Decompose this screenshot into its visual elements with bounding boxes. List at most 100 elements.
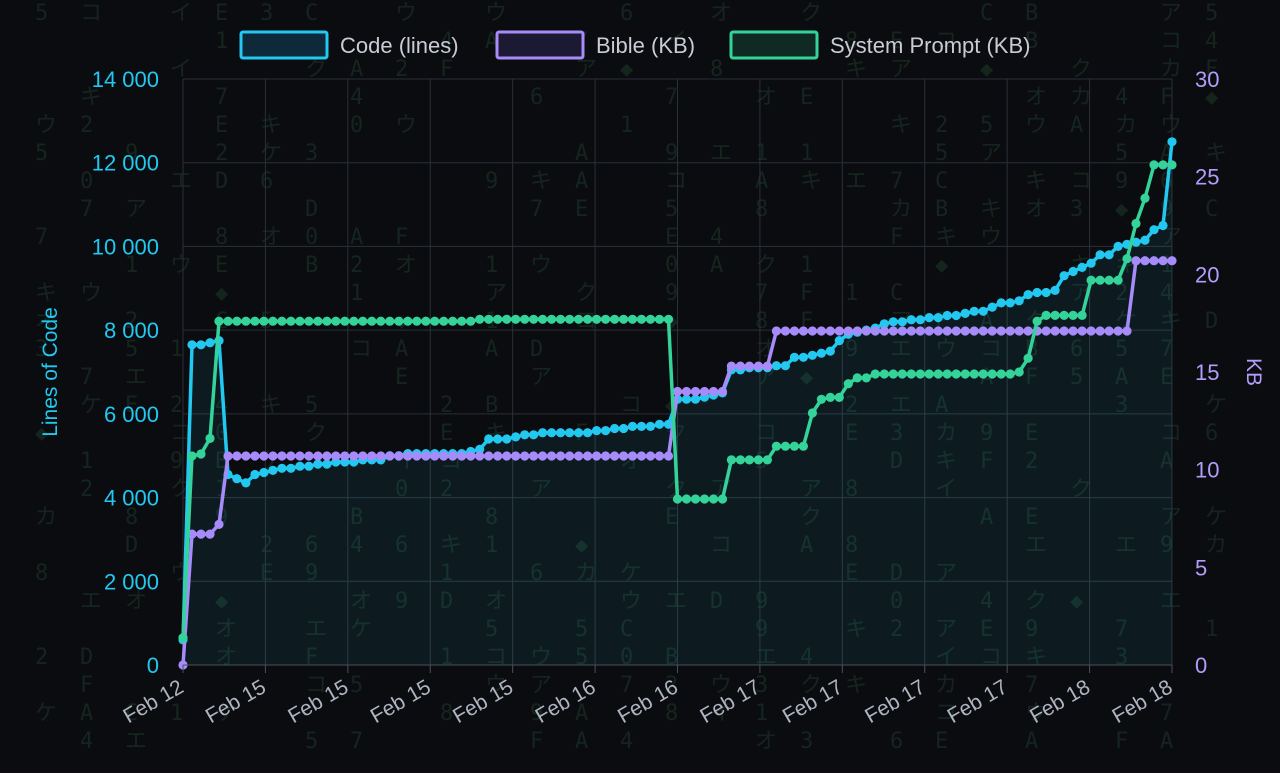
data-point-system-prompt-kb[interactable]: [744, 455, 755, 465]
data-point-bible-kb[interactable]: [574, 451, 584, 461]
data-point-bible-kb[interactable]: [529, 451, 539, 461]
data-point-system-prompt-kb[interactable]: [538, 314, 548, 324]
data-point-system-prompt-kb[interactable]: [1086, 275, 1096, 285]
data-point-system-prompt-kb[interactable]: [340, 316, 350, 326]
data-point-system-prompt-kb[interactable]: [259, 316, 269, 326]
data-point-bible-kb[interactable]: [1068, 326, 1078, 336]
data-point-system-prompt-kb[interactable]: [520, 314, 530, 324]
data-point-system-prompt-kb[interactable]: [726, 455, 737, 465]
data-point-code-lines[interactable]: [636, 421, 647, 431]
data-point-bible-kb[interactable]: [268, 451, 278, 461]
data-point-bible-kb[interactable]: [663, 451, 674, 461]
data-point-system-prompt-kb[interactable]: [286, 316, 296, 326]
data-point-code-lines[interactable]: [1014, 296, 1024, 306]
data-point-system-prompt-kb[interactable]: [511, 314, 521, 324]
data-point-system-prompt-kb[interactable]: [367, 316, 377, 326]
data-point-system-prompt-kb[interactable]: [457, 316, 467, 326]
data-point-bible-kb[interactable]: [627, 451, 638, 461]
data-point-system-prompt-kb[interactable]: [1158, 160, 1168, 170]
data-point-system-prompt-kb[interactable]: [942, 369, 952, 379]
data-point-system-prompt-kb[interactable]: [529, 314, 539, 324]
data-point-code-lines[interactable]: [978, 306, 988, 316]
data-point-system-prompt-kb[interactable]: [241, 316, 251, 326]
data-point-code-lines[interactable]: [834, 336, 844, 346]
data-point-system-prompt-kb[interactable]: [583, 314, 593, 324]
data-point-system-prompt-kb[interactable]: [888, 369, 898, 379]
data-point-bible-kb[interactable]: [888, 326, 898, 336]
data-point-system-prompt-kb[interactable]: [987, 369, 997, 379]
data-point-system-prompt-kb[interactable]: [223, 316, 233, 326]
data-point-system-prompt-kb[interactable]: [313, 316, 323, 326]
data-point-code-lines[interactable]: [1158, 220, 1168, 231]
data-point-code-lines[interactable]: [601, 426, 611, 436]
data-point-code-lines[interactable]: [277, 463, 287, 473]
data-point-code-lines[interactable]: [1041, 287, 1051, 298]
data-point-code-lines[interactable]: [268, 465, 278, 475]
data-point-bible-kb[interactable]: [1122, 326, 1132, 336]
data-point-bible-kb[interactable]: [861, 326, 871, 336]
data-point-system-prompt-kb[interactable]: [1014, 367, 1024, 377]
data-point-code-lines[interactable]: [493, 434, 503, 444]
data-point-system-prompt-kb[interactable]: [502, 314, 512, 324]
data-point-system-prompt-kb[interactable]: [1005, 369, 1015, 379]
data-point-bible-kb[interactable]: [295, 451, 305, 461]
data-point-code-lines[interactable]: [1095, 250, 1105, 260]
data-point-code-lines[interactable]: [627, 421, 638, 431]
legend-swatch-code[interactable]: [239, 30, 329, 60]
data-point-system-prompt-kb[interactable]: [601, 314, 611, 324]
data-point-bible-kb[interactable]: [1005, 326, 1015, 336]
data-point-code-lines[interactable]: [969, 306, 979, 316]
data-point-bible-kb[interactable]: [475, 451, 485, 461]
data-point-system-prompt-kb[interactable]: [610, 314, 620, 324]
data-point-code-lines[interactable]: [1131, 237, 1141, 247]
data-point-code-lines[interactable]: [888, 317, 898, 327]
data-point-system-prompt-kb[interactable]: [735, 455, 746, 465]
data-point-bible-kb[interactable]: [448, 451, 458, 461]
data-point-bible-kb[interactable]: [690, 386, 701, 397]
data-point-system-prompt-kb[interactable]: [322, 316, 332, 326]
data-point-bible-kb[interactable]: [933, 326, 943, 336]
data-point-system-prompt-kb[interactable]: [627, 314, 638, 324]
data-point-code-lines[interactable]: [690, 394, 701, 404]
data-point-bible-kb[interactable]: [960, 326, 970, 336]
data-point-bible-kb[interactable]: [807, 326, 818, 336]
data-point-system-prompt-kb[interactable]: [906, 369, 916, 379]
data-point-code-lines[interactable]: [1077, 262, 1087, 272]
data-point-code-lines[interactable]: [897, 317, 907, 327]
data-point-bible-kb[interactable]: [223, 451, 233, 461]
data-point-bible-kb[interactable]: [277, 451, 287, 461]
data-point-system-prompt-kb[interactable]: [421, 316, 431, 326]
data-point-code-lines[interactable]: [547, 428, 557, 438]
data-point-system-prompt-kb[interactable]: [214, 316, 224, 326]
data-point-bible-kb[interactable]: [717, 386, 728, 397]
data-point-bible-kb[interactable]: [385, 451, 395, 461]
data-point-system-prompt-kb[interactable]: [771, 441, 782, 451]
data-point-bible-kb[interactable]: [556, 451, 566, 461]
data-point-bible-kb[interactable]: [214, 519, 224, 530]
data-point-bible-kb[interactable]: [852, 326, 862, 336]
data-point-system-prompt-kb[interactable]: [843, 379, 853, 389]
data-point-code-lines[interactable]: [645, 421, 656, 431]
data-point-bible-kb[interactable]: [1086, 326, 1096, 336]
data-point-bible-kb[interactable]: [403, 451, 413, 461]
data-point-system-prompt-kb[interactable]: [1041, 310, 1051, 320]
data-point-system-prompt-kb[interactable]: [996, 369, 1006, 379]
data-point-bible-kb[interactable]: [906, 326, 916, 336]
legend-label-bible[interactable]: Bible (KB): [596, 33, 695, 58]
data-point-bible-kb[interactable]: [196, 529, 206, 539]
data-point-system-prompt-kb[interactable]: [672, 494, 683, 504]
data-point-system-prompt-kb[interactable]: [1077, 310, 1087, 320]
data-point-bible-kb[interactable]: [610, 451, 620, 461]
data-point-bible-kb[interactable]: [358, 451, 368, 461]
data-point-bible-kb[interactable]: [601, 451, 611, 461]
data-point-code-lines[interactable]: [259, 467, 269, 478]
data-point-code-lines[interactable]: [933, 313, 943, 323]
data-point-bible-kb[interactable]: [457, 451, 467, 461]
data-point-system-prompt-kb[interactable]: [960, 369, 970, 379]
data-point-bible-kb[interactable]: [897, 326, 907, 336]
data-point-bible-kb[interactable]: [259, 451, 269, 461]
data-point-system-prompt-kb[interactable]: [331, 316, 341, 326]
data-point-bible-kb[interactable]: [394, 451, 404, 461]
data-point-bible-kb[interactable]: [583, 451, 593, 461]
data-point-system-prompt-kb[interactable]: [1113, 275, 1123, 285]
